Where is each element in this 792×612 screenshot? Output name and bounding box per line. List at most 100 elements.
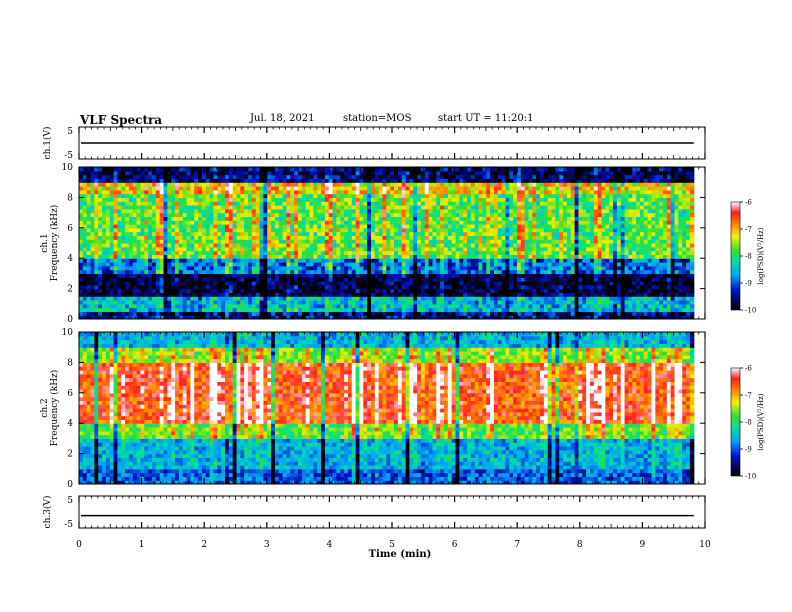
spectrogram-cell (532, 292, 537, 297)
spectrogram-cell (394, 197, 399, 202)
spectrogram-cell (424, 167, 430, 172)
spectrogram-cell (205, 243, 211, 248)
spectrogram-cell (286, 269, 291, 274)
spectrogram-cell (367, 216, 372, 221)
spectrogram-cell (167, 231, 172, 236)
spectrogram-cell (132, 205, 138, 210)
spectrogram-cell (459, 265, 464, 271)
spectrogram-cell (86, 227, 92, 233)
spectrogram-cell (428, 208, 434, 214)
spectrogram-cell (294, 307, 299, 312)
spectrogram-cell (467, 262, 472, 267)
spectrogram-cell (140, 246, 145, 252)
spectrogram-cell (501, 258, 507, 263)
spectrogram-cell (520, 197, 526, 202)
spectrogram-cell (424, 216, 430, 221)
spectrogram-cell (447, 212, 453, 217)
spectrogram-cell (394, 307, 399, 312)
spectrogram-cell (298, 288, 303, 293)
spectrogram-cell (497, 186, 503, 191)
spectrogram-cell (532, 193, 537, 198)
spectrogram-cell (336, 303, 341, 309)
spectrogram-cell (152, 250, 157, 255)
spectrogram-cell (555, 284, 560, 290)
spectrogram-cell (417, 258, 422, 263)
spectrogram-cell (444, 265, 449, 271)
spectrogram-cell (267, 262, 272, 267)
spectrogram-cell (294, 189, 299, 195)
spectrogram-cell (205, 311, 211, 316)
spectrogram-cell (405, 235, 411, 240)
spectrogram-cell (136, 170, 142, 176)
spectrogram-cell (405, 262, 411, 267)
spectrogram-cell (244, 269, 249, 274)
spectrogram-cell (351, 273, 357, 278)
spectrogram-cell (298, 235, 303, 240)
spectrogram-cell (374, 216, 380, 221)
spectrogram-cell (520, 239, 526, 244)
spectrogram-cell (286, 296, 291, 301)
spectrogram-cell (340, 246, 345, 252)
spectrogram-cell (486, 235, 491, 240)
spectrogram-cell (182, 307, 188, 312)
spectrogram-cell (140, 262, 145, 267)
spectrogram-cell (244, 284, 249, 290)
spectrogram-cell (367, 197, 372, 202)
spectrogram-cell (436, 189, 441, 195)
spectrogram-cell (547, 186, 553, 191)
spectrogram-cell (213, 193, 218, 198)
spectrogram-cell (263, 212, 268, 217)
spectrogram-cell (336, 182, 341, 187)
spectrogram-cell (259, 170, 265, 176)
spectrogram-cell (194, 227, 199, 233)
spectrogram-cell (382, 296, 387, 301)
spectrogram-cell (198, 243, 203, 248)
spectrogram-cell (447, 258, 453, 263)
spectrogram-cell (478, 208, 484, 214)
spectrogram-cell (436, 281, 441, 286)
spectrogram-cell (413, 186, 418, 191)
spectrogram-cell (90, 227, 95, 233)
spectrogram-cell (386, 300, 391, 305)
spectrogram-cell (397, 307, 403, 312)
spectrogram-cell (509, 292, 514, 297)
spectrogram-cell (244, 235, 249, 240)
spectrogram-cell (152, 296, 157, 301)
spectrogram-cell (378, 197, 384, 202)
spectrogram-cell (428, 227, 434, 233)
spectrogram-cell (470, 265, 476, 271)
spectrogram-cell (390, 174, 395, 179)
spectrogram-cell (497, 311, 503, 316)
spectrogram-cell (225, 193, 230, 198)
spectrogram-cell (259, 254, 265, 259)
spectrogram-cell (125, 178, 130, 183)
spectrogram-cell (394, 277, 399, 282)
spectrogram-cell (109, 265, 115, 271)
spectrogram-cell (328, 246, 334, 252)
spectrogram-cell (436, 288, 441, 293)
spectrogram-cell (171, 197, 176, 202)
spectrogram-cell (424, 292, 430, 297)
spectrogram-cell (382, 262, 387, 267)
spectrogram-cell (294, 182, 299, 187)
spectrogram-cell (198, 220, 203, 225)
spectrogram-cell (148, 288, 153, 293)
spectrogram-cell (324, 300, 330, 305)
spectrogram-cell (543, 307, 549, 312)
spectrogram-cell (528, 269, 533, 274)
spectrogram-cell (125, 269, 130, 274)
spectrogram-cell (547, 220, 553, 225)
spectrogram-cell (259, 281, 265, 286)
spectrogram-cell (94, 212, 99, 217)
spectrogram-cell (390, 281, 395, 286)
spectrogram-cell (148, 178, 153, 183)
spectrogram-cell (317, 281, 322, 286)
spectrogram-cell (240, 281, 245, 286)
spectrogram-cell (532, 246, 537, 252)
spectrogram-cell (213, 303, 218, 309)
spectrogram-cell (436, 250, 441, 255)
spectrogram-cell (213, 174, 218, 179)
spectrogram-cell (132, 265, 138, 271)
spectrogram-cell (420, 277, 426, 282)
spectrogram-cell (359, 273, 364, 278)
